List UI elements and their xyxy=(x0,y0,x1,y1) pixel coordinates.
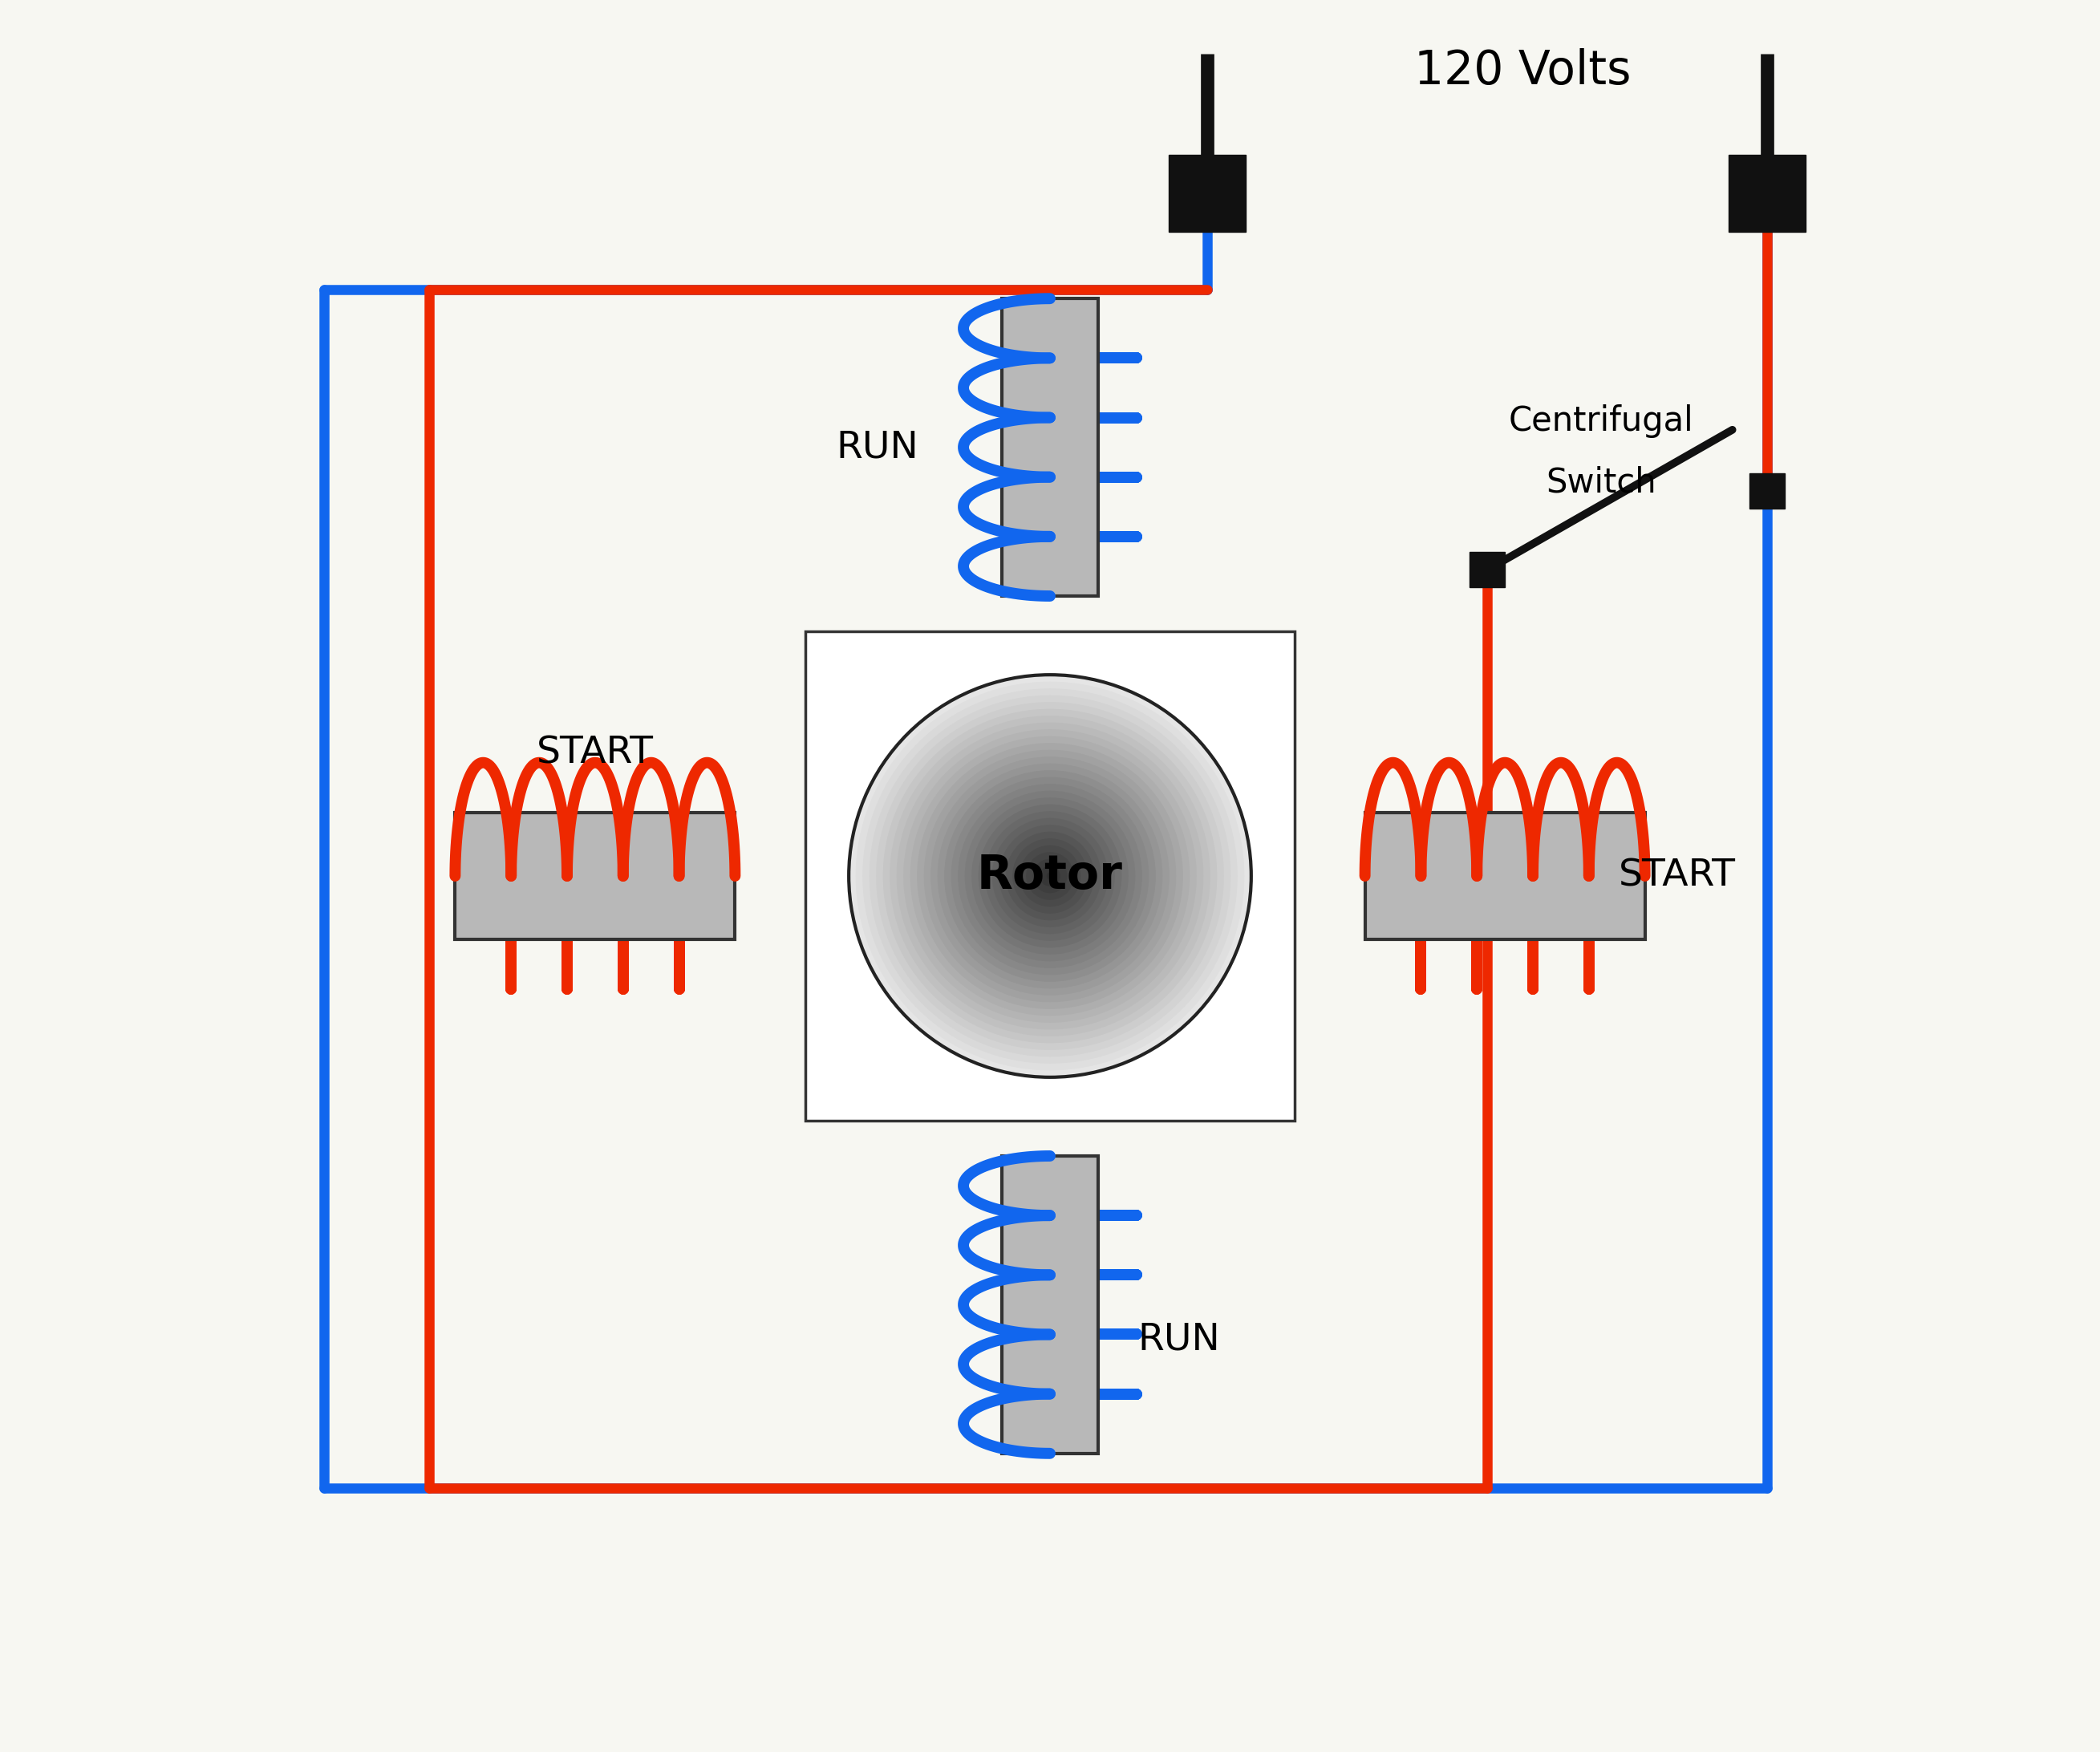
Circle shape xyxy=(924,750,1176,1002)
Text: 120 Volts: 120 Volts xyxy=(1413,49,1632,95)
Text: RUN: RUN xyxy=(836,429,920,466)
Circle shape xyxy=(1006,832,1094,920)
Circle shape xyxy=(909,736,1191,1016)
Circle shape xyxy=(951,778,1149,974)
Circle shape xyxy=(945,771,1155,981)
Circle shape xyxy=(979,804,1121,948)
Bar xyxy=(1002,298,1098,596)
Text: START: START xyxy=(1619,858,1737,894)
Circle shape xyxy=(937,764,1163,988)
Bar xyxy=(1728,156,1806,231)
Bar xyxy=(1002,1156,1098,1454)
Circle shape xyxy=(1012,839,1088,913)
Circle shape xyxy=(855,682,1245,1070)
Circle shape xyxy=(863,689,1237,1063)
Bar xyxy=(804,631,1296,1121)
Circle shape xyxy=(876,703,1224,1049)
Circle shape xyxy=(1033,858,1067,894)
Circle shape xyxy=(897,722,1203,1030)
Text: Centrifugal: Centrifugal xyxy=(1508,405,1693,438)
Bar xyxy=(1749,473,1785,508)
Text: Switch: Switch xyxy=(1546,466,1657,499)
Bar xyxy=(1170,156,1245,231)
Circle shape xyxy=(985,811,1115,941)
Text: Rotor: Rotor xyxy=(977,853,1124,899)
Bar xyxy=(1470,552,1506,587)
Circle shape xyxy=(882,710,1218,1042)
Circle shape xyxy=(1000,825,1100,927)
Circle shape xyxy=(991,818,1109,934)
Bar xyxy=(456,813,735,939)
Circle shape xyxy=(848,675,1252,1077)
Circle shape xyxy=(890,715,1210,1037)
Text: RUN: RUN xyxy=(1138,1321,1220,1358)
Circle shape xyxy=(1046,872,1054,880)
Text: START: START xyxy=(536,736,653,771)
Circle shape xyxy=(930,757,1170,995)
Circle shape xyxy=(869,696,1231,1056)
Circle shape xyxy=(1027,851,1073,901)
Circle shape xyxy=(903,729,1197,1023)
Bar xyxy=(1365,813,1644,939)
Circle shape xyxy=(1018,844,1082,908)
Circle shape xyxy=(972,797,1128,955)
Circle shape xyxy=(918,743,1182,1009)
Circle shape xyxy=(958,783,1142,969)
Circle shape xyxy=(1040,865,1060,887)
Circle shape xyxy=(964,790,1136,962)
